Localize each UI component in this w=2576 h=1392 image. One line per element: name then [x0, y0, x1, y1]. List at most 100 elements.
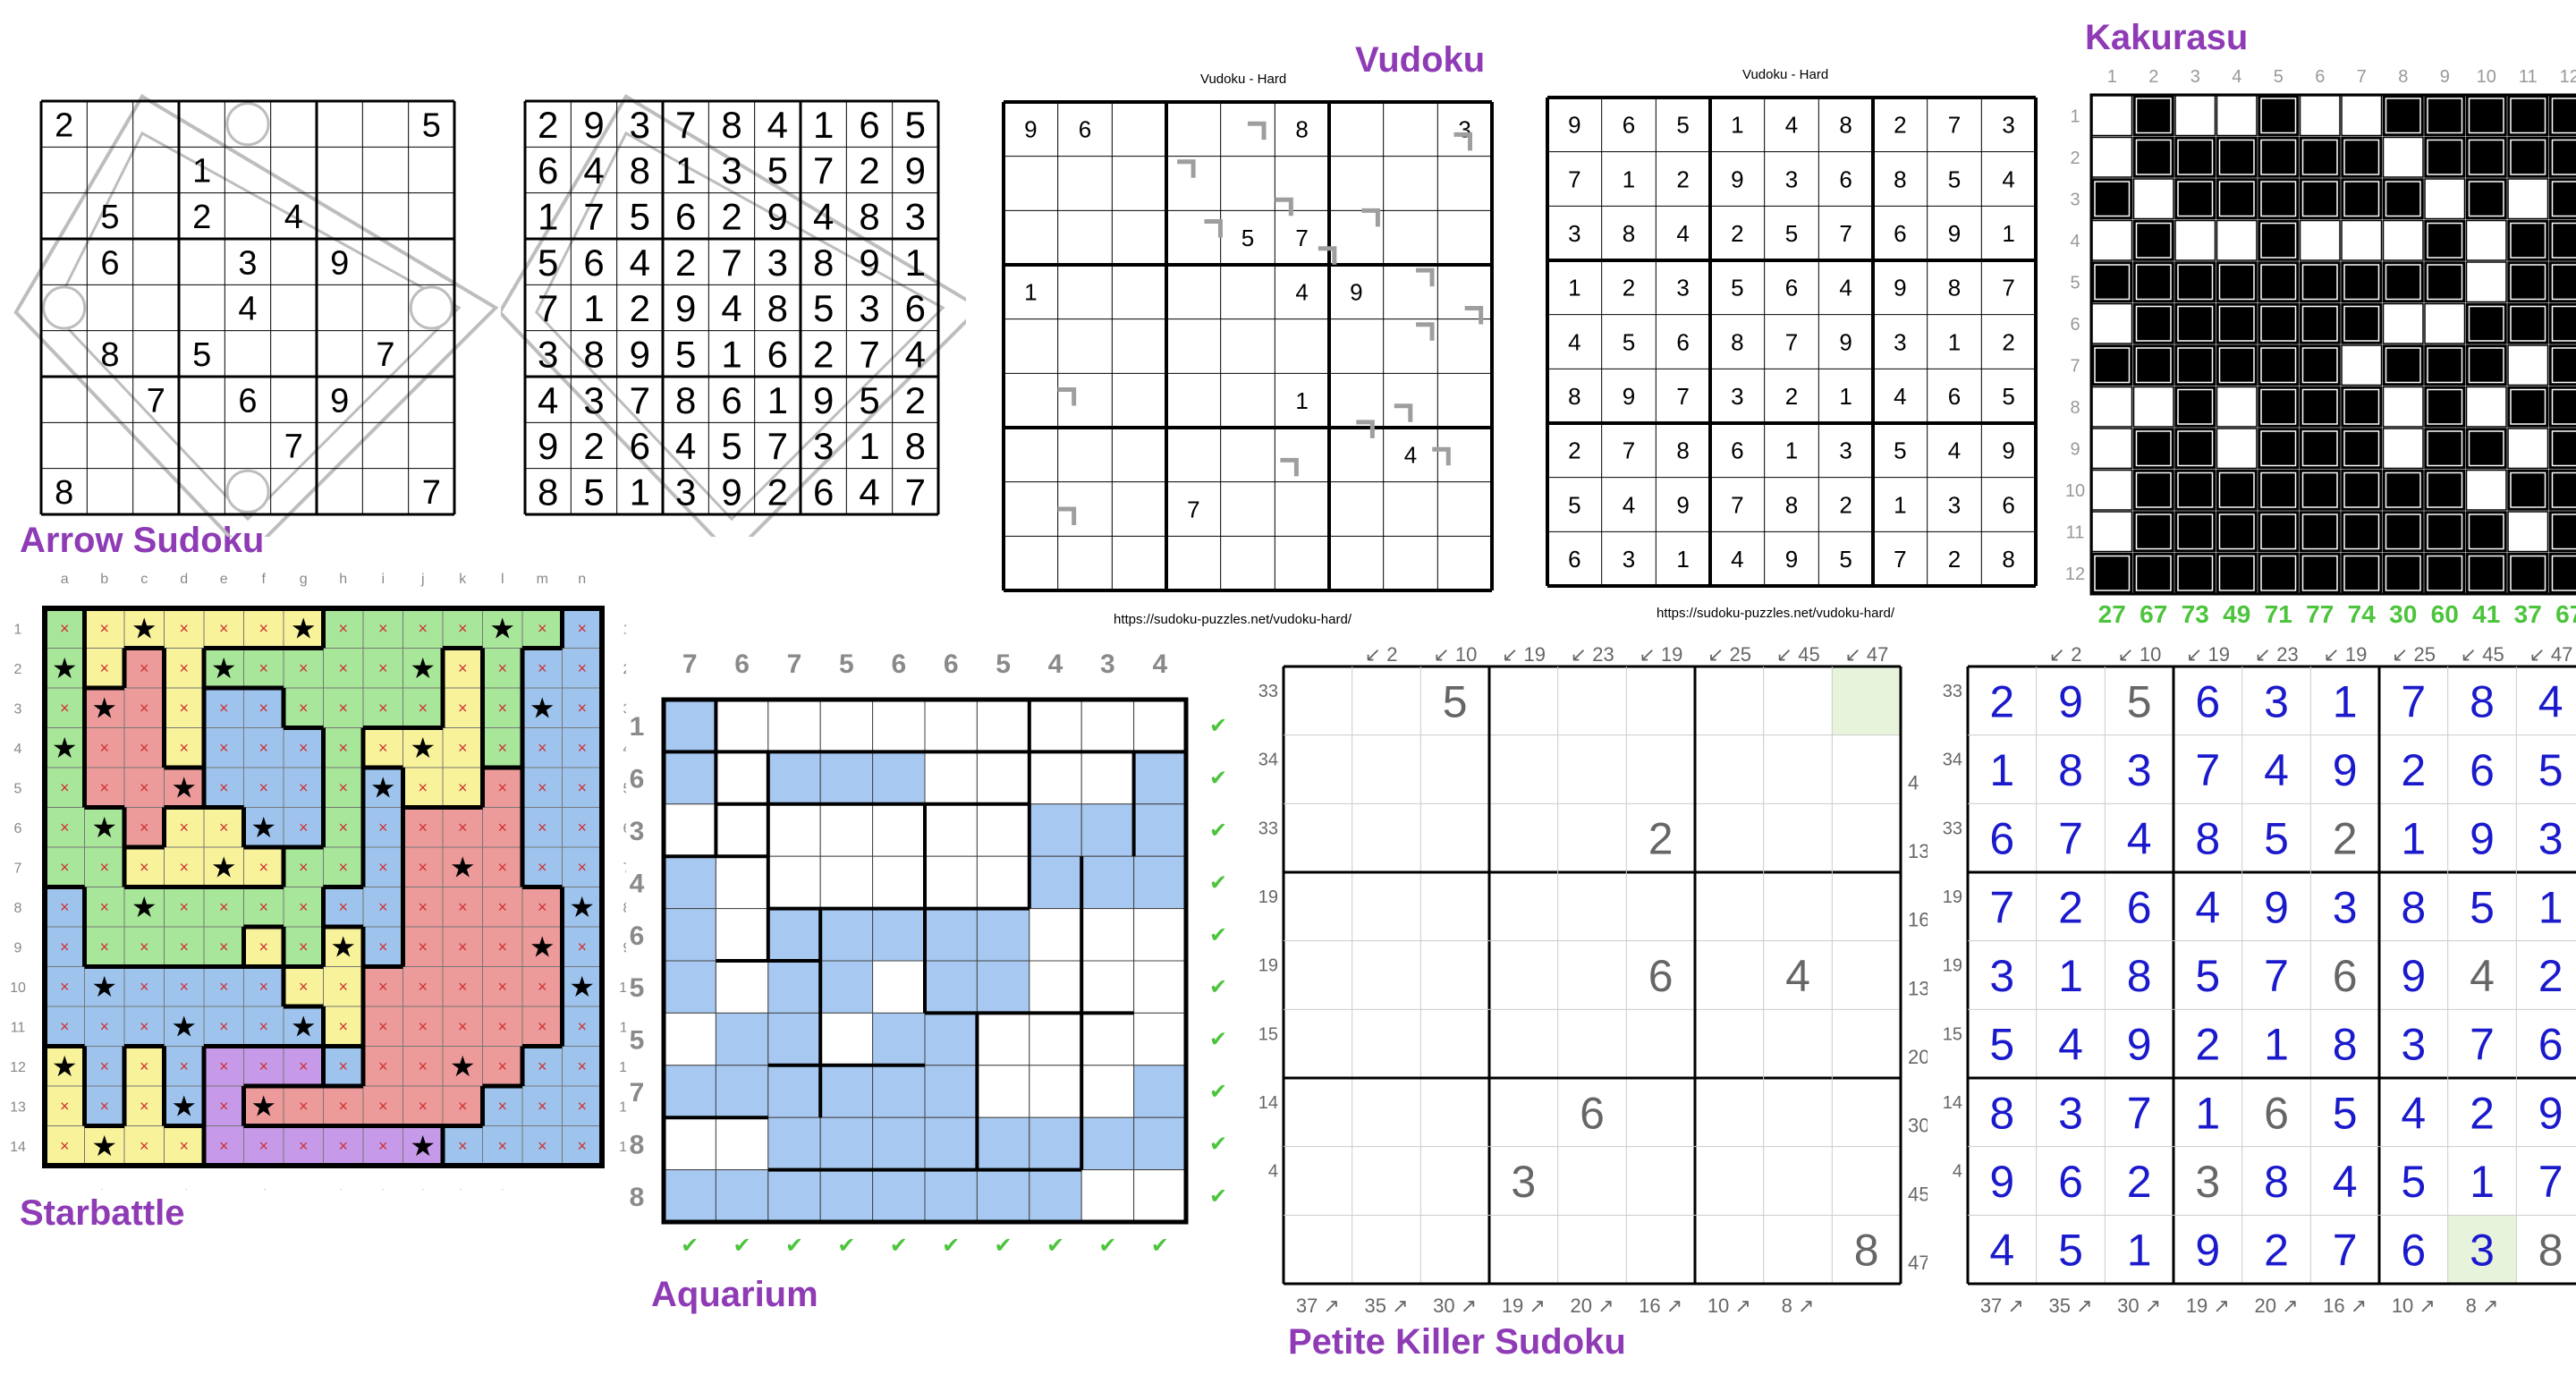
kakurasu-col-label: 6	[2315, 67, 2325, 87]
starbattle-cell	[482, 607, 523, 649]
cross-icon: ×	[577, 659, 587, 677]
check-icon: ✔	[1209, 975, 1227, 999]
cross-icon: ×	[60, 978, 70, 996]
sudoku-digit: 4	[813, 195, 834, 237]
aquarium-cell	[1080, 855, 1135, 910]
aquarium-cell	[924, 803, 978, 857]
sudoku-digit: 7	[2470, 1020, 2495, 1070]
sudoku-digit: 3	[2264, 676, 2289, 726]
sudoku-digit: 2	[2470, 1088, 2495, 1138]
kakurasu-cell	[2382, 136, 2424, 178]
starbattle-cell	[482, 1125, 523, 1167]
vudoku-mark	[1416, 322, 1435, 341]
sudoku-digit: 9	[2538, 1088, 2563, 1138]
aquarium-cell	[1080, 803, 1135, 857]
cross-icon: ×	[60, 1097, 70, 1115]
kakurasu-bottom-clue: 41	[2472, 600, 2500, 628]
sudoku-digit: 8	[1731, 328, 1743, 355]
aquarium-cell	[924, 855, 978, 910]
sudoku-digit: 1	[1676, 546, 1689, 573]
sudoku-digit: 7	[1676, 383, 1689, 410]
killer-bottom-clue: 16 ↗	[2323, 1294, 2367, 1317]
sudoku-digit: 6	[1568, 546, 1580, 573]
cross-icon: ×	[99, 1097, 109, 1115]
cross-icon: ×	[258, 978, 268, 996]
sudoku-digit: 7	[1295, 225, 1308, 251]
sudoku-digit: 7	[2002, 275, 2014, 301]
sudoku-digit: 7	[813, 149, 834, 191]
killer-bottom-clue: 16 ↗	[1639, 1294, 1682, 1317]
sudoku-digit: 6	[1676, 328, 1689, 355]
sudoku-digit: 4	[2333, 1157, 2358, 1207]
aquarium-cell	[819, 699, 874, 752]
cross-icon: ×	[338, 858, 348, 876]
cross-icon: ×	[458, 898, 468, 916]
aquarium-cell	[819, 908, 874, 962]
cross-icon: ×	[299, 819, 309, 836]
cross-icon: ×	[219, 739, 229, 757]
cross-icon: ×	[418, 699, 428, 717]
sudoku-digit: 7	[422, 474, 441, 512]
starbattle-col-letter: g	[300, 572, 308, 587]
starbattle-cell	[521, 687, 563, 728]
aquarium-cell	[924, 1116, 978, 1171]
starbattle-cell	[84, 1046, 125, 1087]
starbattle-cell	[283, 846, 324, 887]
cross-icon: ×	[538, 1017, 547, 1035]
sudoku-digit: 8	[905, 425, 926, 467]
cross-icon: ×	[378, 1137, 388, 1155]
killer-left-clue: 19	[1943, 887, 1962, 907]
check-icon: ✔	[995, 1234, 1013, 1258]
cross-icon: ×	[140, 739, 149, 757]
arrow-diamond-inner	[535, 131, 945, 522]
sudoku-digit: 3	[1785, 166, 1798, 192]
starbattle-col-letter: a	[61, 1188, 69, 1190]
sudoku-digit: 5	[813, 287, 834, 329]
killer-top-clue: ↙ 10	[1433, 643, 1477, 666]
kakurasu-cell	[2174, 136, 2216, 178]
sudoku-digit: 9	[2002, 437, 2014, 464]
killer-left-clue: 19	[1258, 956, 1278, 976]
sudoku-digit: 9	[1948, 220, 1961, 247]
starbattle-row-number: 7	[14, 861, 22, 876]
sudoku-digit: 8	[2401, 882, 2426, 932]
kakurasu-cell	[2299, 136, 2341, 178]
cross-icon: ×	[577, 938, 587, 955]
aquarium-cell	[819, 1065, 874, 1118]
kakurasu-cell	[2258, 386, 2300, 428]
arrow-circle	[225, 102, 270, 147]
kakurasu-row-label: 9	[2070, 439, 2080, 459]
aquarium-cell	[1029, 855, 1082, 910]
sudoku-digit: 1	[1948, 328, 1961, 355]
kakurasu-cell	[2091, 219, 2133, 261]
sudoku-digit: 8	[2538, 1226, 2563, 1276]
kakurasu-row-label: 3	[2070, 190, 2080, 209]
sudoku-digit: 5	[192, 336, 211, 374]
sudoku-digit: 5	[630, 195, 650, 237]
star-icon: ★	[91, 811, 117, 844]
starbattle-cell	[323, 767, 364, 808]
sudoku-digit: 1	[1785, 437, 1798, 464]
kakurasu-cell	[2174, 469, 2216, 511]
killer-top-clue: ↙ 23	[2255, 643, 2299, 666]
sudoku-digit: 8	[721, 104, 741, 146]
sudoku-digit: 3	[2195, 1157, 2220, 1207]
sudoku-digit: 5	[422, 106, 441, 144]
starbattle-row-number: 5	[14, 781, 22, 796]
starbattle-col-letter: e	[220, 572, 228, 587]
starbattle-cell	[283, 1085, 324, 1126]
aquarium-cell	[1029, 1116, 1082, 1171]
aquarium-cell	[1080, 908, 1135, 962]
kakurasu-cell	[2258, 552, 2300, 594]
cross-icon: ×	[99, 659, 109, 677]
sudoku-digit: 6	[2538, 1020, 2563, 1070]
starbattle-cell	[562, 1006, 603, 1047]
starbattle-row-number: 9	[623, 940, 626, 955]
sudoku-digit: 2	[1839, 491, 1852, 518]
starbattle-col-letter: g	[300, 1188, 308, 1190]
cross-icon: ×	[538, 1097, 547, 1115]
vudoku-mark	[1057, 387, 1077, 406]
killer-right-clue: 13	[1908, 977, 1928, 999]
aquarium-cell	[663, 1065, 716, 1118]
aquarium-cell	[976, 1169, 1030, 1223]
